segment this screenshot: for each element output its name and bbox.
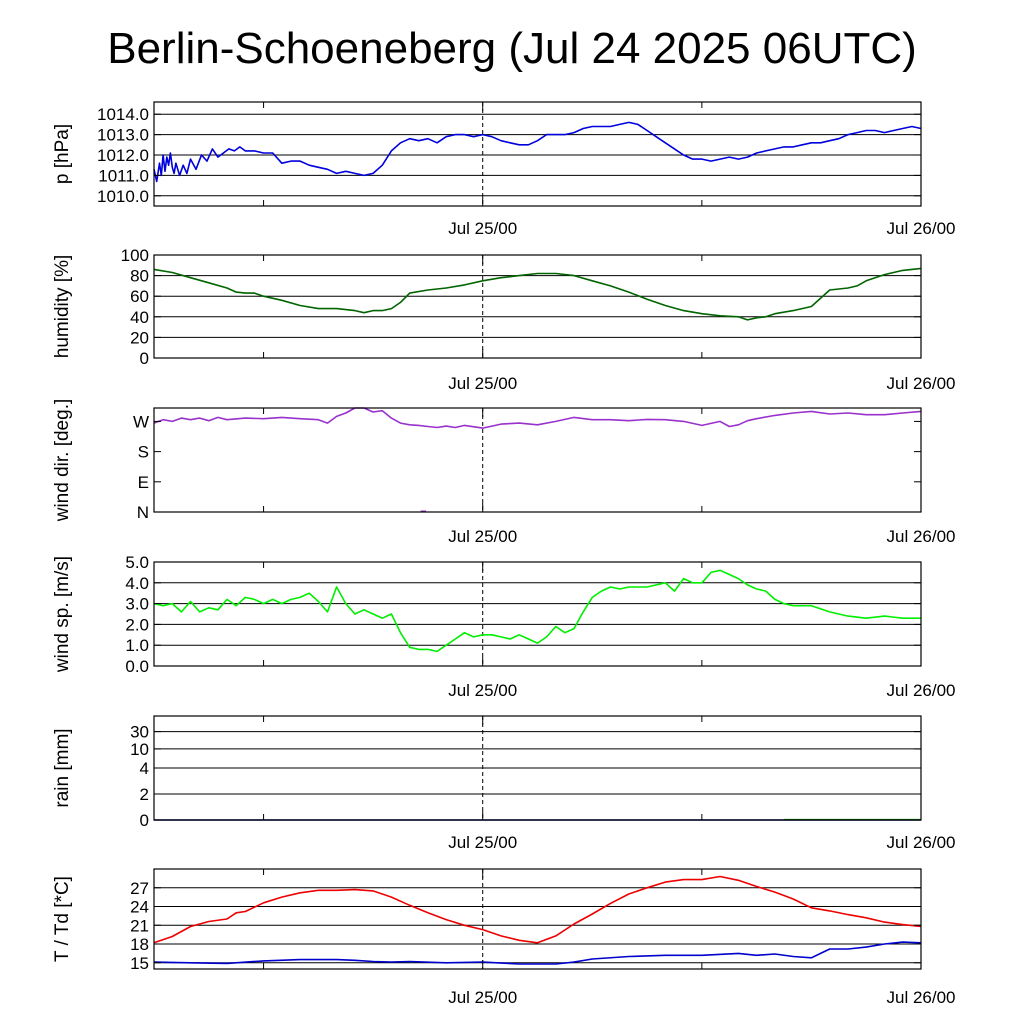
humidity-ytick-label: 100 — [121, 246, 149, 265]
temperature-ytick-label: 21 — [130, 916, 149, 935]
wind_direction-ytick-label: S — [138, 443, 149, 462]
humidity-ytick-label: 40 — [130, 308, 149, 327]
temperature-ytick-label: 24 — [130, 898, 149, 917]
humidity-ytick-label: 80 — [130, 267, 149, 286]
pressure-ytick-label: 1014.0 — [97, 105, 149, 124]
wind_speed-xtick-label: Jul 25/00 — [448, 681, 517, 700]
wind_direction-ytick-label: N — [137, 503, 149, 522]
wind_speed-ytick-label: 3.0 — [125, 595, 149, 614]
temperature-series-line-td — [153, 941, 922, 965]
pressure-series-line-1 — [153, 121, 922, 183]
temperature-frame — [153, 868, 922, 970]
rain-ytick-label: 2 — [140, 785, 149, 804]
temperature-ylabel: T / Td [*C] — [52, 876, 73, 962]
chart-title: Berlin-Schoeneberg (Jul 24 2025 06UTC) — [107, 24, 917, 73]
wind_direction-ytick-label: W — [133, 412, 149, 431]
temperature-ytick-label: 15 — [130, 954, 149, 973]
pressure-frame — [153, 101, 922, 207]
temperature-xtick-label: Jul 26/00 — [887, 988, 956, 1007]
pressure-xtick-label: Jul 25/00 — [448, 219, 517, 238]
humidity-ytick-label: 60 — [130, 287, 149, 306]
pressure-ytick-label: 1011.0 — [98, 166, 149, 185]
pressure-ytick-label: 1012.0 — [97, 146, 149, 165]
humidity-ylabel: humidity [%] — [52, 255, 73, 358]
wind_direction-series-line-1 — [153, 407, 922, 429]
wind_speed-ytick-label: 2.0 — [125, 615, 149, 634]
pressure-xtick-label: Jul 26/00 — [887, 219, 956, 238]
rain-xtick-label: Jul 26/00 — [887, 833, 956, 852]
rain-ytick-label: 30 — [130, 723, 149, 742]
temperature-series-line-t — [153, 875, 922, 944]
wind_direction-ytick-label: E — [138, 473, 149, 492]
humidity-xtick-label: Jul 26/00 — [887, 374, 956, 393]
wind_direction-ylabel: wind dir. [deg.] — [52, 399, 73, 523]
pressure-ytick-label: 1013.0 — [97, 126, 149, 145]
humidity-series-line-1 — [153, 267, 922, 321]
temperature-xtick-label: Jul 25/00 — [448, 988, 517, 1007]
temperature-ytick-label: 27 — [130, 879, 149, 898]
rain-ylabel: rain [mm] — [52, 728, 73, 807]
humidity-frame — [153, 254, 922, 359]
wind_speed-series-line-1 — [153, 569, 921, 653]
rain-ytick-label: 10 — [130, 740, 149, 759]
wind_direction-xtick-label: Jul 26/00 — [887, 527, 956, 546]
wind_speed-ytick-label: 4.0 — [125, 574, 149, 593]
humidity-xtick-label: Jul 25/00 — [448, 374, 517, 393]
wind_direction-xtick-label: Jul 25/00 — [448, 527, 517, 546]
temperature-ytick-label: 18 — [130, 935, 149, 954]
wind_speed-ylabel: wind sp. [m/s] — [52, 556, 73, 673]
pressure-ylabel: p [hPa] — [52, 124, 73, 184]
rain-ytick-label: 4 — [140, 759, 149, 778]
wind_direction-frame — [153, 407, 922, 513]
wind_speed-xtick-label: Jul 26/00 — [887, 681, 956, 700]
pressure-ytick-label: 1010.0 — [97, 187, 149, 206]
wind_speed-ytick-label: 0.0 — [125, 657, 149, 676]
humidity-ytick-label: 20 — [130, 328, 149, 347]
humidity-ytick-label: 0 — [140, 349, 149, 368]
wind_speed-ytick-label: 1.0 — [125, 636, 149, 655]
rain-ytick-label: 0 — [140, 811, 149, 830]
wind_speed-ytick-label: 5.0 — [125, 553, 149, 572]
rain-xtick-label: Jul 25/00 — [448, 833, 517, 852]
wind_speed-frame — [153, 561, 922, 667]
